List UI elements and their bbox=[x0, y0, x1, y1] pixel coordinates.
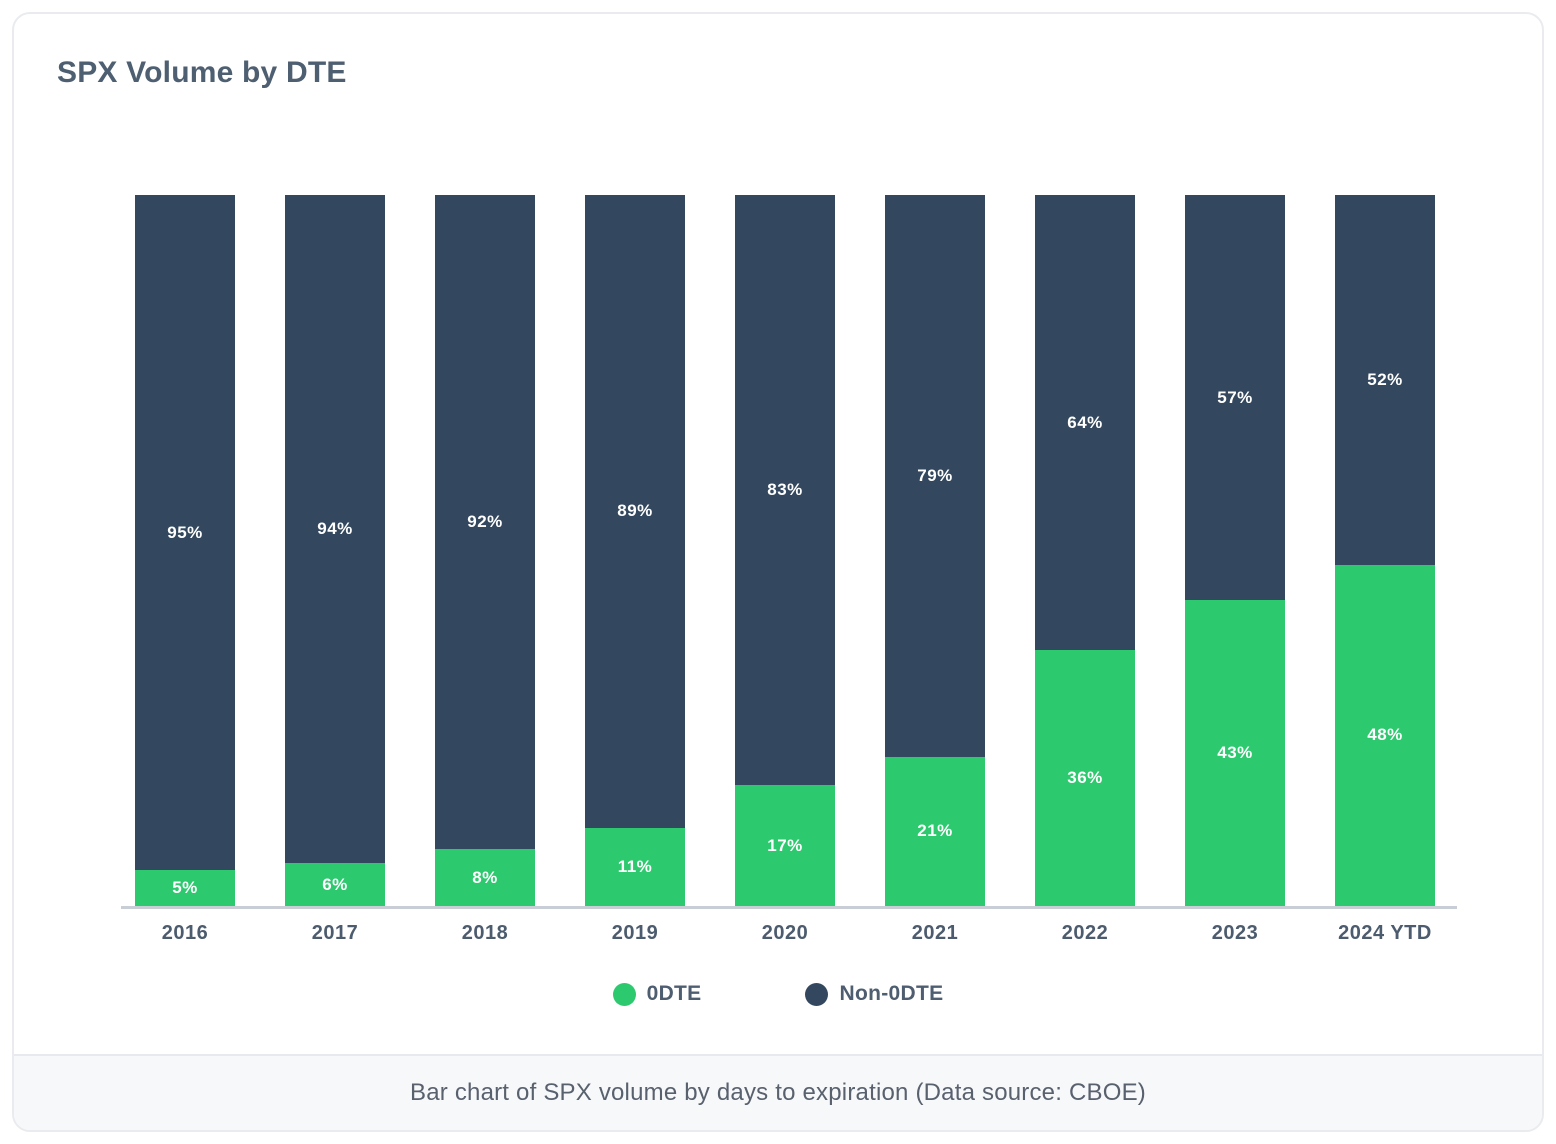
x-axis-label-2024-ytd: 2024 YTD bbox=[1338, 922, 1432, 944]
bar-value-label: 89% bbox=[617, 501, 653, 521]
bar-value-label: 21% bbox=[917, 821, 953, 841]
bar-column-2018: 92% 8% 2018 bbox=[435, 195, 535, 944]
bar-segment-non-0dte-2021: 79% bbox=[885, 195, 985, 757]
caption-bar: Bar chart of SPX volume by days to expir… bbox=[14, 1054, 1542, 1130]
bar-segment-0dte-2021: 21% bbox=[885, 756, 985, 906]
bar-value-label: 48% bbox=[1367, 725, 1403, 745]
bar-segment-0dte-2022: 36% bbox=[1035, 650, 1135, 906]
bar-value-label: 8% bbox=[472, 867, 498, 887]
bar-column-2022: 64% 36% 2022 bbox=[1035, 195, 1135, 944]
caption-text: Bar chart of SPX volume by days to expir… bbox=[410, 1079, 1146, 1106]
x-axis-label-2022: 2022 bbox=[1061, 922, 1109, 944]
bar-value-label: 92% bbox=[467, 512, 503, 532]
bar-value-label: 83% bbox=[767, 480, 803, 500]
legend: 0DTE Non-0DTE bbox=[14, 982, 1542, 1006]
bar-column-2016: 95% 5% 2016 bbox=[135, 195, 235, 944]
bar-segment-non-0dte-2018: 92% bbox=[435, 195, 535, 850]
legend-label-odte: 0DTE bbox=[646, 982, 702, 1005]
x-axis-label-2016: 2016 bbox=[161, 922, 209, 944]
bar-column-2017: 94% 6% 2017 bbox=[285, 195, 385, 944]
bar-column-2020: 83% 17% 2020 bbox=[735, 195, 835, 944]
bar-value-label: 43% bbox=[1217, 743, 1253, 763]
bar-segment-non-0dte-2023: 57% bbox=[1185, 195, 1285, 601]
legend-item-non-odte: Non-0DTE bbox=[805, 982, 943, 1006]
bar-column-2024-ytd: 52% 48% 2024 YTD bbox=[1335, 195, 1435, 944]
bar-segment-non-0dte-2017: 94% bbox=[285, 195, 385, 864]
bar-value-label: 17% bbox=[767, 835, 803, 855]
bar-value-label: 95% bbox=[167, 522, 203, 542]
x-axis-label-2018: 2018 bbox=[461, 922, 509, 944]
x-axis-label-2020: 2020 bbox=[761, 922, 809, 944]
bar-segment-0dte-2020: 17% bbox=[735, 785, 835, 906]
bar-segment-0dte-2017: 6% bbox=[285, 863, 385, 906]
bar-column-2021: 79% 21% 2021 bbox=[885, 195, 985, 944]
bar-segment-non-0dte-2019: 89% bbox=[585, 195, 685, 828]
bar-value-label: 6% bbox=[322, 874, 348, 894]
legend-label-non-odte: Non-0DTE bbox=[839, 982, 944, 1005]
bar-segment-0dte-2016: 5% bbox=[135, 870, 235, 906]
bar-segment-0dte-2023: 43% bbox=[1185, 600, 1285, 906]
bar-segment-non-0dte-2024-ytd: 52% bbox=[1335, 195, 1435, 565]
x-axis-label-2021: 2021 bbox=[911, 922, 959, 944]
chart-card: SPX Volume by DTE 95% 5% 2016 94% 6% 2017 92% 8… bbox=[12, 12, 1544, 1132]
x-axis-label-2017: 2017 bbox=[311, 922, 359, 944]
bar-segment-non-0dte-2022: 64% bbox=[1035, 195, 1135, 651]
bar-column-2023: 57% 43% 2023 bbox=[1185, 195, 1285, 944]
bar-segment-0dte-2018: 8% bbox=[435, 849, 535, 906]
bar-value-label: 79% bbox=[917, 465, 953, 485]
bar-segment-0dte-2024-ytd: 48% bbox=[1335, 564, 1435, 906]
bar-segment-0dte-2019: 11% bbox=[585, 827, 685, 906]
bar-value-label: 57% bbox=[1217, 387, 1253, 407]
x-axis-label-2019: 2019 bbox=[611, 922, 659, 944]
chart-title: SPX Volume by DTE bbox=[57, 56, 347, 89]
plot-area: 95% 5% 2016 94% 6% 2017 92% 8% 2018 89% 11% 2019 83%… bbox=[121, 195, 1457, 944]
bar-column-2019: 89% 11% 2019 bbox=[585, 195, 685, 944]
bar-segment-non-0dte-2020: 83% bbox=[735, 195, 835, 786]
legend-dot-odte-icon bbox=[612, 982, 636, 1006]
legend-item-odte: 0DTE bbox=[612, 982, 702, 1006]
bar-value-label: 36% bbox=[1067, 768, 1103, 788]
bar-value-label: 11% bbox=[617, 856, 653, 876]
bar-value-label: 94% bbox=[317, 519, 353, 539]
bar-segment-non-0dte-2016: 95% bbox=[135, 195, 235, 871]
bar-value-label: 64% bbox=[1067, 412, 1103, 432]
legend-dot-non-odte-icon bbox=[805, 982, 829, 1006]
bar-value-label: 5% bbox=[172, 878, 198, 898]
x-axis-label-2023: 2023 bbox=[1211, 922, 1259, 944]
bar-value-label: 52% bbox=[1367, 369, 1403, 389]
